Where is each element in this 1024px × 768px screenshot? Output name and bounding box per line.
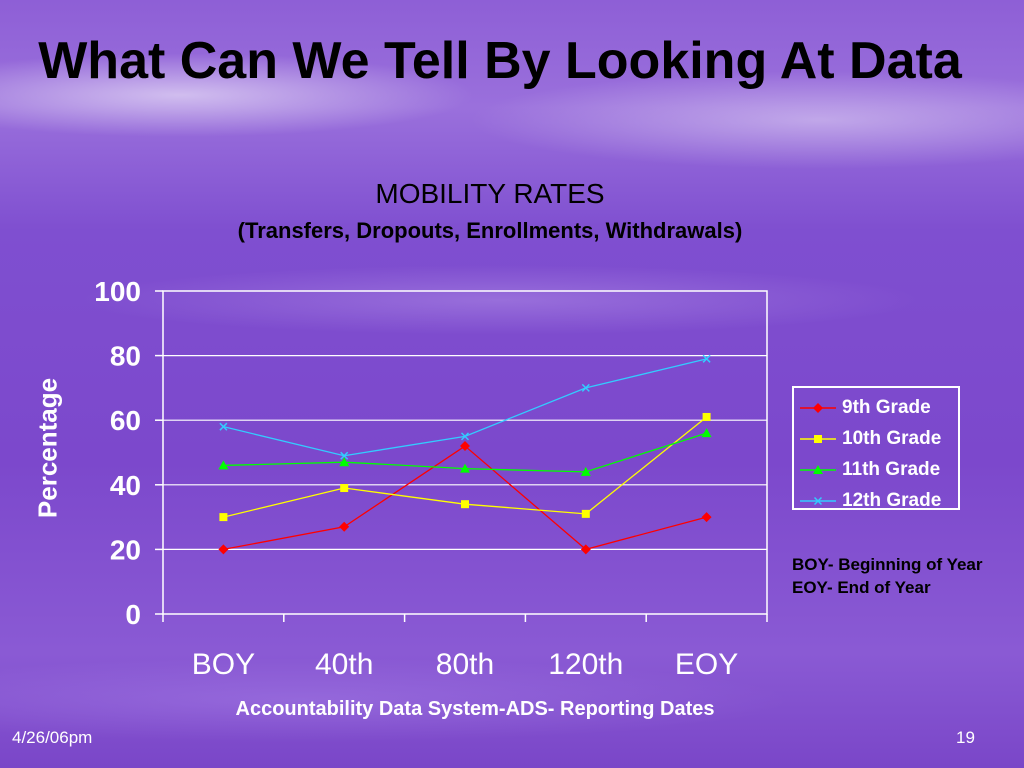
chart-subtitle: (Transfers, Dropouts, Enrollments, Withd… bbox=[237, 218, 743, 243]
data-point bbox=[340, 451, 349, 460]
legend-label: 9th Grade bbox=[842, 396, 931, 418]
legend-label: 12th Grade bbox=[842, 489, 942, 511]
data-point bbox=[339, 457, 350, 467]
data-point bbox=[218, 460, 229, 470]
data-point bbox=[218, 544, 229, 555]
footer-date: 4/26/06pm bbox=[12, 728, 93, 747]
legend-item-2: 10th Grade bbox=[794, 423, 958, 454]
data-point bbox=[340, 484, 349, 493]
legend-item-3: 11th Grade bbox=[794, 454, 958, 485]
data-point bbox=[580, 466, 591, 476]
legend-item-4: 12th Grade bbox=[794, 485, 958, 516]
legend-swatch bbox=[800, 402, 836, 413]
legend-swatch bbox=[800, 434, 836, 443]
x-tick-label: BOY bbox=[192, 648, 255, 681]
data-point bbox=[701, 512, 712, 523]
data-point bbox=[581, 509, 590, 518]
y-tick-label: 40 bbox=[110, 470, 141, 501]
data-point bbox=[580, 544, 591, 555]
plot-area bbox=[162, 290, 768, 615]
chart-legend: 9th Grade 10th Grade 11th Grade 12th Grade bbox=[792, 386, 960, 511]
data-point bbox=[339, 521, 350, 532]
legend-swatch bbox=[800, 464, 836, 474]
x-axis-label: Accountability Data System-ADS- Reportin… bbox=[235, 698, 715, 720]
x-tick-label: 120th bbox=[548, 648, 623, 681]
y-tick-label: 0 bbox=[125, 599, 141, 630]
data-point bbox=[461, 500, 469, 509]
x-tick-label: EOY bbox=[675, 648, 738, 681]
legend-label: 10th Grade bbox=[842, 427, 942, 449]
y-tick-label: 20 bbox=[110, 534, 141, 565]
slide-title: What Can We Tell By Looking At Data bbox=[38, 32, 962, 90]
y-tick-label: 60 bbox=[110, 405, 141, 436]
data-point bbox=[460, 432, 470, 441]
data-point bbox=[460, 463, 470, 473]
data-point bbox=[460, 441, 470, 452]
y-tick-label: 100 bbox=[94, 276, 141, 307]
chart-title: MOBILITY RATES bbox=[375, 178, 605, 209]
data-point bbox=[701, 428, 712, 438]
data-point bbox=[219, 422, 228, 431]
note-eoy: EOY- End of Year bbox=[792, 578, 931, 597]
legend-swatch bbox=[800, 496, 836, 505]
legend-item-1: 9th Grade bbox=[794, 392, 958, 423]
note-boy: BOY- Beginning of Year bbox=[792, 555, 983, 574]
series-line-1 bbox=[223, 445, 707, 551]
x-tick-label: 40th bbox=[315, 648, 373, 681]
data-point bbox=[581, 383, 590, 392]
data-point bbox=[702, 412, 711, 421]
data-point bbox=[702, 354, 711, 363]
legend-label: 11th Grade bbox=[842, 458, 941, 480]
y-tick-label: 80 bbox=[110, 341, 141, 372]
data-point bbox=[219, 513, 228, 522]
page-number: 19 bbox=[956, 728, 975, 747]
x-tick-label: 80th bbox=[436, 648, 494, 681]
